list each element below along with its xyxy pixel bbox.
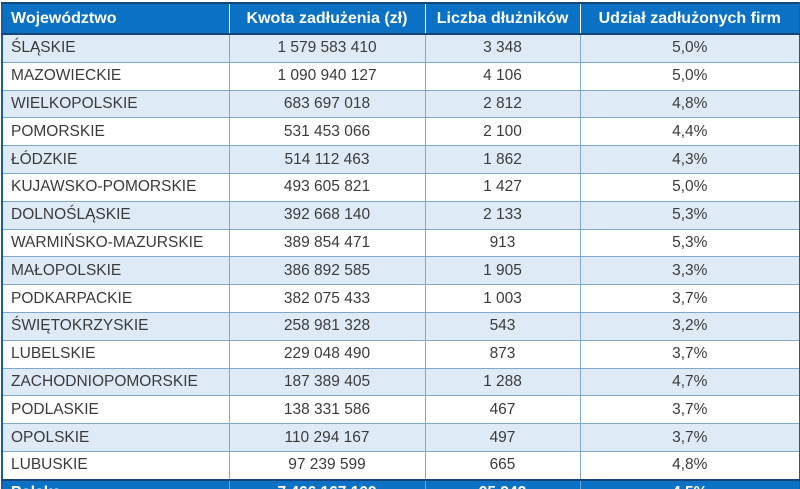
table-body: ŚLĄSKIE 1 579 583 410 3 348 5,0% MAZOWIECKIE… bbox=[2, 32, 800, 480]
cell-debtors-count: 1 862 bbox=[424, 145, 580, 174]
cell-voivodeship: ŁÓDZKIE bbox=[2, 145, 229, 174]
cell-indebted-firms-share: 3,7% bbox=[579, 339, 800, 369]
cell-debt-amount: 386 892 585 bbox=[228, 256, 425, 285]
cell-voivodeship: PODLASKIE bbox=[2, 395, 229, 424]
cell-debt-amount: 138 331 586 bbox=[228, 395, 425, 424]
table-row: PODLASKIE 138 331 586 467 3,7% bbox=[2, 395, 800, 424]
cell-debt-amount: 493 605 821 bbox=[228, 172, 425, 202]
cell-indebted-firms-share: 3,7% bbox=[579, 423, 800, 452]
cell-indebted-firms-share: 5,3% bbox=[579, 228, 800, 257]
cell-debtors-count: 2 133 bbox=[424, 200, 580, 230]
cell-debtors-count: 543 bbox=[424, 311, 580, 341]
cell-debtors-count: 4 106 bbox=[424, 61, 580, 91]
cell-debtors-count: 497 bbox=[424, 423, 580, 452]
cell-indebted-firms-share: 3,7% bbox=[579, 284, 800, 313]
column-header-voivodeship: Województwo bbox=[2, 3, 229, 34]
cell-debt-amount: 1 090 940 127 bbox=[228, 61, 425, 91]
cell-debtors-count: 873 bbox=[424, 339, 580, 369]
table-row: LUBUSKIE 97 239 599 665 4,8% bbox=[2, 450, 800, 480]
cell-voivodeship: WARMIŃSKO-MAZURSKIE bbox=[2, 228, 229, 257]
cell-voivodeship: KUJAWSKO-POMORSKIE bbox=[2, 172, 229, 202]
table-row: ŁÓDZKIE 514 112 463 1 862 4,3% bbox=[2, 145, 800, 174]
cell-debt-amount: 392 668 140 bbox=[228, 200, 425, 230]
cell-debtors-count: 2 100 bbox=[424, 117, 580, 146]
table-header-row: Województwo Kwota zadłużenia (zł) Liczba d… bbox=[2, 3, 800, 34]
cell-debt-amount: 683 697 018 bbox=[228, 89, 425, 118]
cell-voivodeship: MAZOWIECKIE bbox=[2, 61, 229, 91]
cell-indebted-firms-share: 3,7% bbox=[579, 395, 800, 424]
cell-debt-amount: 514 112 463 bbox=[228, 145, 425, 174]
cell-voivodeship: ZACHODNIOPOMORSKIE bbox=[2, 367, 229, 396]
cell-indebted-firms-share: 4,3% bbox=[579, 145, 800, 174]
cell-debtors-count: 3 348 bbox=[424, 32, 580, 63]
cell-indebted-firms-share: 4,4% bbox=[579, 117, 800, 146]
cell-indebted-firms-share: 5,0% bbox=[579, 32, 800, 63]
table-row: MAŁOPOLSKIE 386 892 585 1 905 3,3% bbox=[2, 256, 800, 285]
cell-indebted-firms-share: 5,0% bbox=[579, 61, 800, 91]
table-row: OPOLSKIE 110 294 167 497 3,7% bbox=[2, 423, 800, 452]
table-row: PODKARPACKIE 382 075 433 1 003 3,7% bbox=[2, 284, 800, 313]
cell-debtors-count: 467 bbox=[424, 395, 580, 424]
cell-debtors-count: 1 288 bbox=[424, 367, 580, 396]
cell-voivodeship: WIELKOPOLSKIE bbox=[2, 89, 229, 118]
cell-debtors-count: 1 003 bbox=[424, 284, 580, 313]
cell-debt-amount: 229 048 490 bbox=[228, 339, 425, 369]
cell-debtors-count: 2 812 bbox=[424, 89, 580, 118]
total-cell-voivodeship: Polska bbox=[2, 478, 229, 489]
cell-indebted-firms-share: 5,3% bbox=[579, 200, 800, 230]
cell-voivodeship: OPOLSKIE bbox=[2, 423, 229, 452]
cell-voivodeship: LUBELSKIE bbox=[2, 339, 229, 369]
cell-indebted-firms-share: 5,0% bbox=[579, 172, 800, 202]
cell-voivodeship: ŚLĄSKIE bbox=[2, 32, 229, 63]
total-cell-indebted-firms-share: 4,5% bbox=[579, 478, 800, 489]
total-cell-debtors-count: 25 942 bbox=[424, 478, 580, 489]
table-row: POMORSKIE 531 453 066 2 100 4,4% bbox=[2, 117, 800, 146]
cell-indebted-firms-share: 4,8% bbox=[579, 89, 800, 118]
cell-debt-amount: 97 239 599 bbox=[228, 450, 425, 480]
cell-debt-amount: 531 453 066 bbox=[228, 117, 425, 146]
cell-debt-amount: 389 854 471 bbox=[228, 228, 425, 257]
table-row: MAZOWIECKIE 1 090 940 127 4 106 5,0% bbox=[2, 61, 800, 91]
cell-voivodeship: LUBUSKIE bbox=[2, 450, 229, 480]
table-row: ŚLĄSKIE 1 579 583 410 3 348 5,0% bbox=[2, 32, 800, 63]
total-cell-debt-amount: 7 466 167 109 bbox=[228, 478, 425, 489]
table-row: ŚWIĘTOKRZYSKIE 258 981 328 543 3,2% bbox=[2, 311, 800, 341]
cell-debtors-count: 913 bbox=[424, 228, 580, 257]
cell-debt-amount: 1 579 583 410 bbox=[228, 32, 425, 63]
cell-voivodeship: PODKARPACKIE bbox=[2, 284, 229, 313]
cell-voivodeship: MAŁOPOLSKIE bbox=[2, 256, 229, 285]
cell-debt-amount: 110 294 167 bbox=[228, 423, 425, 452]
cell-voivodeship: ŚWIĘTOKRZYSKIE bbox=[2, 311, 229, 341]
total-row: Polska7 466 167 10925 9424,5% bbox=[2, 478, 800, 489]
table-row: KUJAWSKO-POMORSKIE 493 605 821 1 427 5,0% bbox=[2, 172, 800, 202]
table-row: LUBELSKIE 229 048 490 873 3,7% bbox=[2, 339, 800, 369]
table-row: DOLNOŚLĄSKIE 392 668 140 2 133 5,3% bbox=[2, 200, 800, 230]
table-row: WIELKOPOLSKIE 683 697 018 2 812 4,8% bbox=[2, 89, 800, 118]
cell-debtors-count: 1 905 bbox=[424, 256, 580, 285]
cell-debt-amount: 382 075 433 bbox=[228, 284, 425, 313]
cell-debtors-count: 665 bbox=[424, 450, 580, 480]
table-row: WARMIŃSKO-MAZURSKIE 389 854 471 913 5,3% bbox=[2, 228, 800, 257]
cell-indebted-firms-share: 3,2% bbox=[579, 311, 800, 341]
cell-indebted-firms-share: 4,7% bbox=[579, 367, 800, 396]
table-row: ZACHODNIOPOMORSKIE 187 389 405 1 288 4,7% bbox=[2, 367, 800, 396]
column-header-debtors-count: Liczba dłużników bbox=[424, 3, 580, 34]
cell-indebted-firms-share: 3,3% bbox=[579, 256, 800, 285]
cell-indebted-firms-share: 4,8% bbox=[579, 450, 800, 480]
cell-debt-amount: 258 981 328 bbox=[228, 311, 425, 341]
cell-voivodeship: POMORSKIE bbox=[2, 117, 229, 146]
cell-voivodeship: DOLNOŚLĄSKIE bbox=[2, 200, 229, 230]
column-header-debt-amount: Kwota zadłużenia (zł) bbox=[228, 3, 425, 34]
cell-debt-amount: 187 389 405 bbox=[228, 367, 425, 396]
cell-debtors-count: 1 427 bbox=[424, 172, 580, 202]
column-header-indebted-firms-share: Udział zadłużonych firm bbox=[579, 3, 800, 34]
table-total-row: Polska7 466 167 10925 9424,5% bbox=[2, 478, 800, 489]
